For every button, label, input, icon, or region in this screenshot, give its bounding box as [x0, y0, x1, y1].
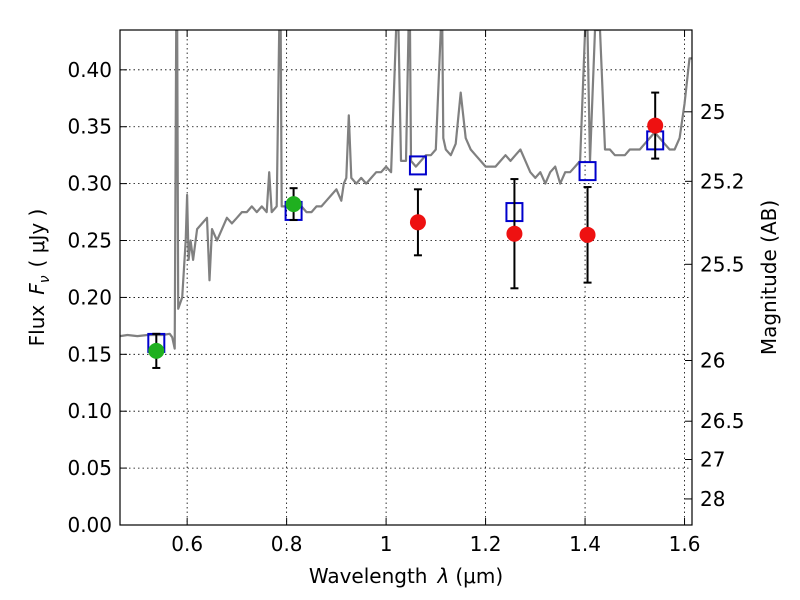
x-axis-label: Wavelength λ (μm) [309, 564, 503, 588]
y-tick-label: 0.20 [67, 285, 112, 309]
y-tick-label: 0.40 [67, 58, 112, 82]
axis-ticks: 0.6 0.8 1 1.2 1.4 1.6 0.00 0.05 0.10 0.15 0.20 0.25… [67, 30, 745, 556]
y2-tick-label: 27 [700, 448, 725, 472]
x-tick-label: 1.2 [470, 532, 502, 556]
spectrum-line [120, 30, 692, 350]
y-tick-label: 0.15 [67, 342, 112, 366]
x-tick-label: 1 [380, 532, 393, 556]
red-data-point [409, 214, 426, 231]
x-tick-label: 1.6 [669, 532, 701, 556]
marker-layer [147, 91, 665, 369]
y-axis-label: FluxFν( μJy ) [25, 209, 53, 347]
green-data-point [285, 196, 302, 213]
y-tick-label: 0.25 [67, 229, 112, 253]
plot-frame [119, 29, 693, 526]
model-square-marker [578, 161, 597, 182]
x-tick-label: 0.8 [271, 532, 303, 556]
red-data-point [647, 117, 664, 134]
model-square-marker [408, 155, 427, 176]
y2-tick-label: 25.2 [700, 169, 745, 193]
y-tick-label: 0.35 [67, 115, 112, 139]
y2-tick-label: 28 [700, 487, 725, 511]
y2-axis-label: Magnitude (AB) [757, 200, 781, 355]
spectrum-layer [120, 30, 692, 350]
x-tick-label: 1.4 [569, 532, 601, 556]
y2-tick-label: 26.5 [700, 409, 745, 433]
green-data-point [148, 342, 165, 359]
y-tick-label: 0.10 [67, 399, 112, 423]
x-tick-label: 0.6 [171, 532, 203, 556]
y2-tick-label: 26 [700, 349, 725, 373]
red-data-point [506, 225, 523, 242]
y-tick-label: 0.05 [67, 456, 112, 480]
y2-tick-label: 25.5 [700, 252, 745, 276]
y2-tick-label: 25 [700, 100, 725, 124]
red-data-point [579, 226, 596, 243]
y-tick-label: 0.00 [67, 513, 112, 537]
y-tick-label: 0.30 [67, 172, 112, 196]
